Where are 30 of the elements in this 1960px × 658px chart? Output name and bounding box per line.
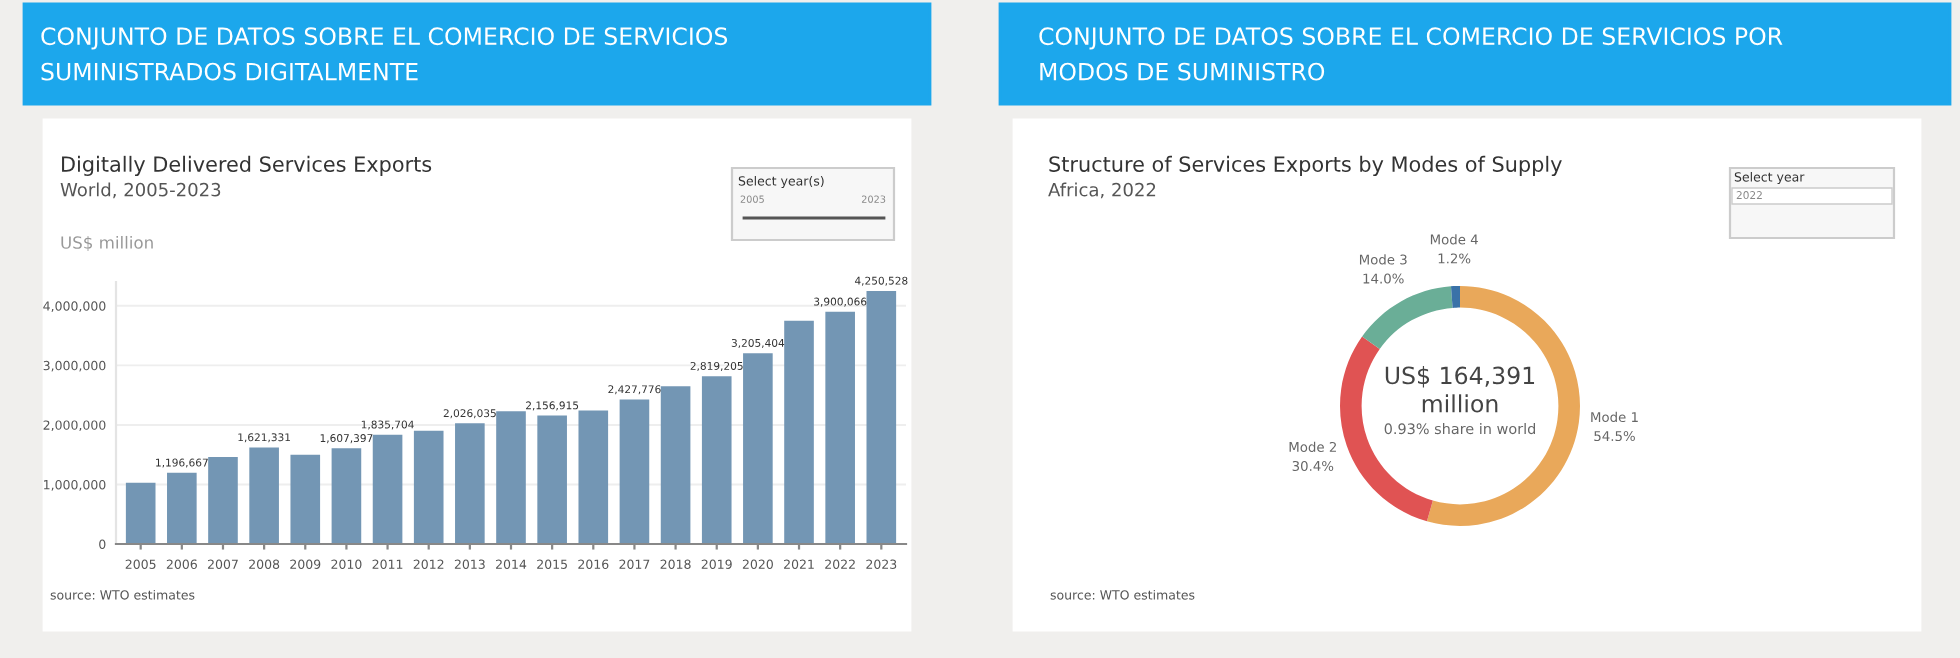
bar [701, 376, 732, 544]
bar [866, 290, 897, 544]
text: CONJUNTO DE DATOS SOBRE EL COMERCIO DE SERVICIOS POR MODOS DE SUMINISTRO [1039, 27, 1783, 81]
donut-slice [1450, 286, 1460, 308]
bar [208, 457, 238, 544]
bar [784, 320, 814, 544]
bar [619, 399, 650, 544]
bar [660, 386, 691, 544]
donut-slice [1426, 286, 1580, 526]
bar [331, 448, 362, 544]
bar [249, 447, 279, 544]
bar [290, 454, 321, 544]
bar [455, 423, 485, 544]
bar [167, 472, 197, 544]
donut-slice [1362, 286, 1453, 350]
chart-title: Digitally Delivered Services Exports [62, 155, 432, 176]
chart-subtitle: World, 2005-2023 [60, 182, 221, 199]
bar [743, 353, 773, 544]
text: Africa, 2022 [1048, 182, 1156, 199]
bar [125, 482, 156, 544]
bar [413, 430, 444, 544]
chart-title: Structure of Services Exports by Modes of Supply [1049, 155, 1562, 176]
bar [825, 311, 855, 544]
bar [372, 434, 403, 544]
text: US$ 164,391 million [1385, 366, 1535, 413]
y-axis-title: US$ million [61, 235, 153, 252]
bar [537, 415, 567, 544]
bar [578, 410, 609, 544]
text: CONJUNTO DE DATOS SOBRE EL COMERCIO DE SERVICIOS SUMINISTRADOS DIGITALMENTE [41, 27, 728, 81]
bar [496, 411, 526, 544]
